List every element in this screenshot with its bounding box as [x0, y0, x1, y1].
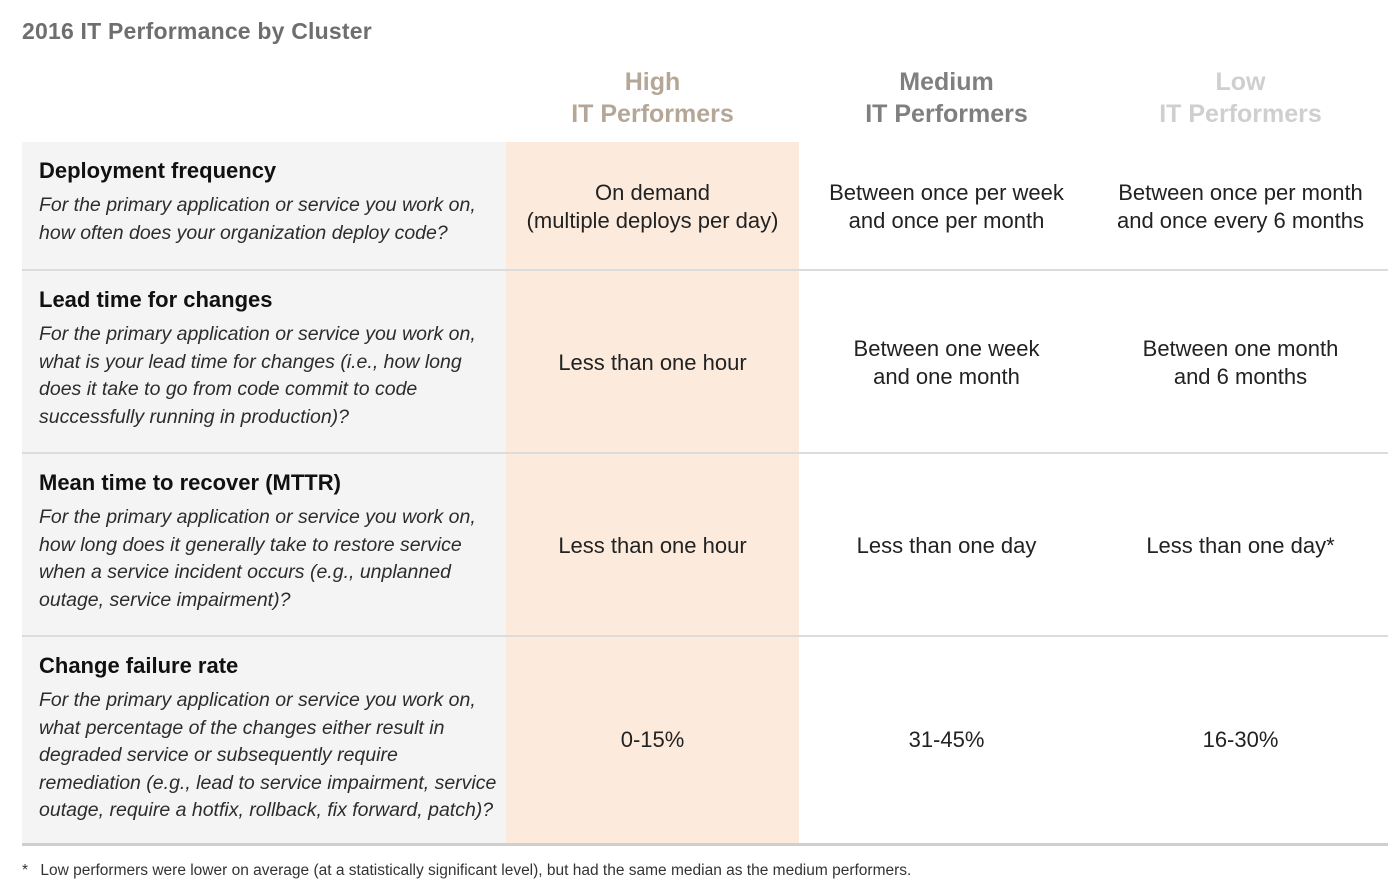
table-bottom-rule	[22, 843, 1388, 846]
column-header-medium-line1: Medium	[800, 66, 1093, 98]
footnote: * Low performers were lower on average (…	[22, 862, 911, 880]
cell-medium: Less than one day	[800, 454, 1093, 637]
cell-medium: Between one week and one month	[800, 271, 1093, 454]
column-header-high: High IT Performers	[506, 66, 799, 130]
cell-low: Between once per month and once every 6 …	[1094, 142, 1387, 271]
table-row-deployment-frequency: Deployment frequency For the primary app…	[22, 142, 1388, 271]
metric-question: For the primary application or service y…	[39, 687, 504, 825]
cell-low: 16-30%	[1094, 637, 1387, 843]
row-label: Change failure rate For the primary appl…	[39, 653, 504, 825]
metric-name: Deployment frequency	[39, 158, 504, 184]
metric-name: Change failure rate	[39, 653, 504, 679]
cell-high: 0-15%	[506, 637, 799, 843]
cell-medium: 31-45%	[800, 637, 1093, 843]
metric-question: For the primary application or service y…	[39, 504, 504, 614]
table-row-change-failure-rate: Change failure rate For the primary appl…	[22, 637, 1388, 843]
column-header-medium-line2: IT Performers	[800, 98, 1093, 130]
metric-name: Lead time for changes	[39, 287, 504, 313]
metric-name: Mean time to recover (MTTR)	[39, 470, 504, 496]
column-header-low-line2: IT Performers	[1094, 98, 1387, 130]
cell-low: Less than one day*	[1094, 454, 1387, 637]
column-header-low: Low IT Performers	[1094, 66, 1387, 130]
column-header-low-line1: Low	[1094, 66, 1387, 98]
column-header-high-line1: High	[506, 66, 799, 98]
column-header-high-line2: IT Performers	[506, 98, 799, 130]
table-row-lead-time: Lead time for changes For the primary ap…	[22, 271, 1388, 454]
cell-high: Less than one hour	[506, 271, 799, 454]
row-label: Mean time to recover (MTTR) For the prim…	[39, 470, 504, 614]
row-label: Lead time for changes For the primary ap…	[39, 287, 504, 431]
table-row-mttr: Mean time to recover (MTTR) For the prim…	[22, 454, 1388, 637]
row-label: Deployment frequency For the primary app…	[39, 158, 504, 247]
page-title: 2016 IT Performance by Cluster	[22, 18, 372, 45]
cell-medium: Between once per week and once per month	[800, 142, 1093, 271]
cell-high: On demand (multiple deploys per day)	[506, 142, 799, 271]
footnote-text: Low performers were lower on average (at…	[40, 862, 911, 879]
metric-question: For the primary application or service y…	[39, 321, 504, 431]
footnote-marker: *	[22, 862, 28, 879]
metric-question: For the primary application or service y…	[39, 192, 504, 247]
column-header-medium: Medium IT Performers	[800, 66, 1093, 130]
cell-high: Less than one hour	[506, 454, 799, 637]
cell-low: Between one month and 6 months	[1094, 271, 1387, 454]
